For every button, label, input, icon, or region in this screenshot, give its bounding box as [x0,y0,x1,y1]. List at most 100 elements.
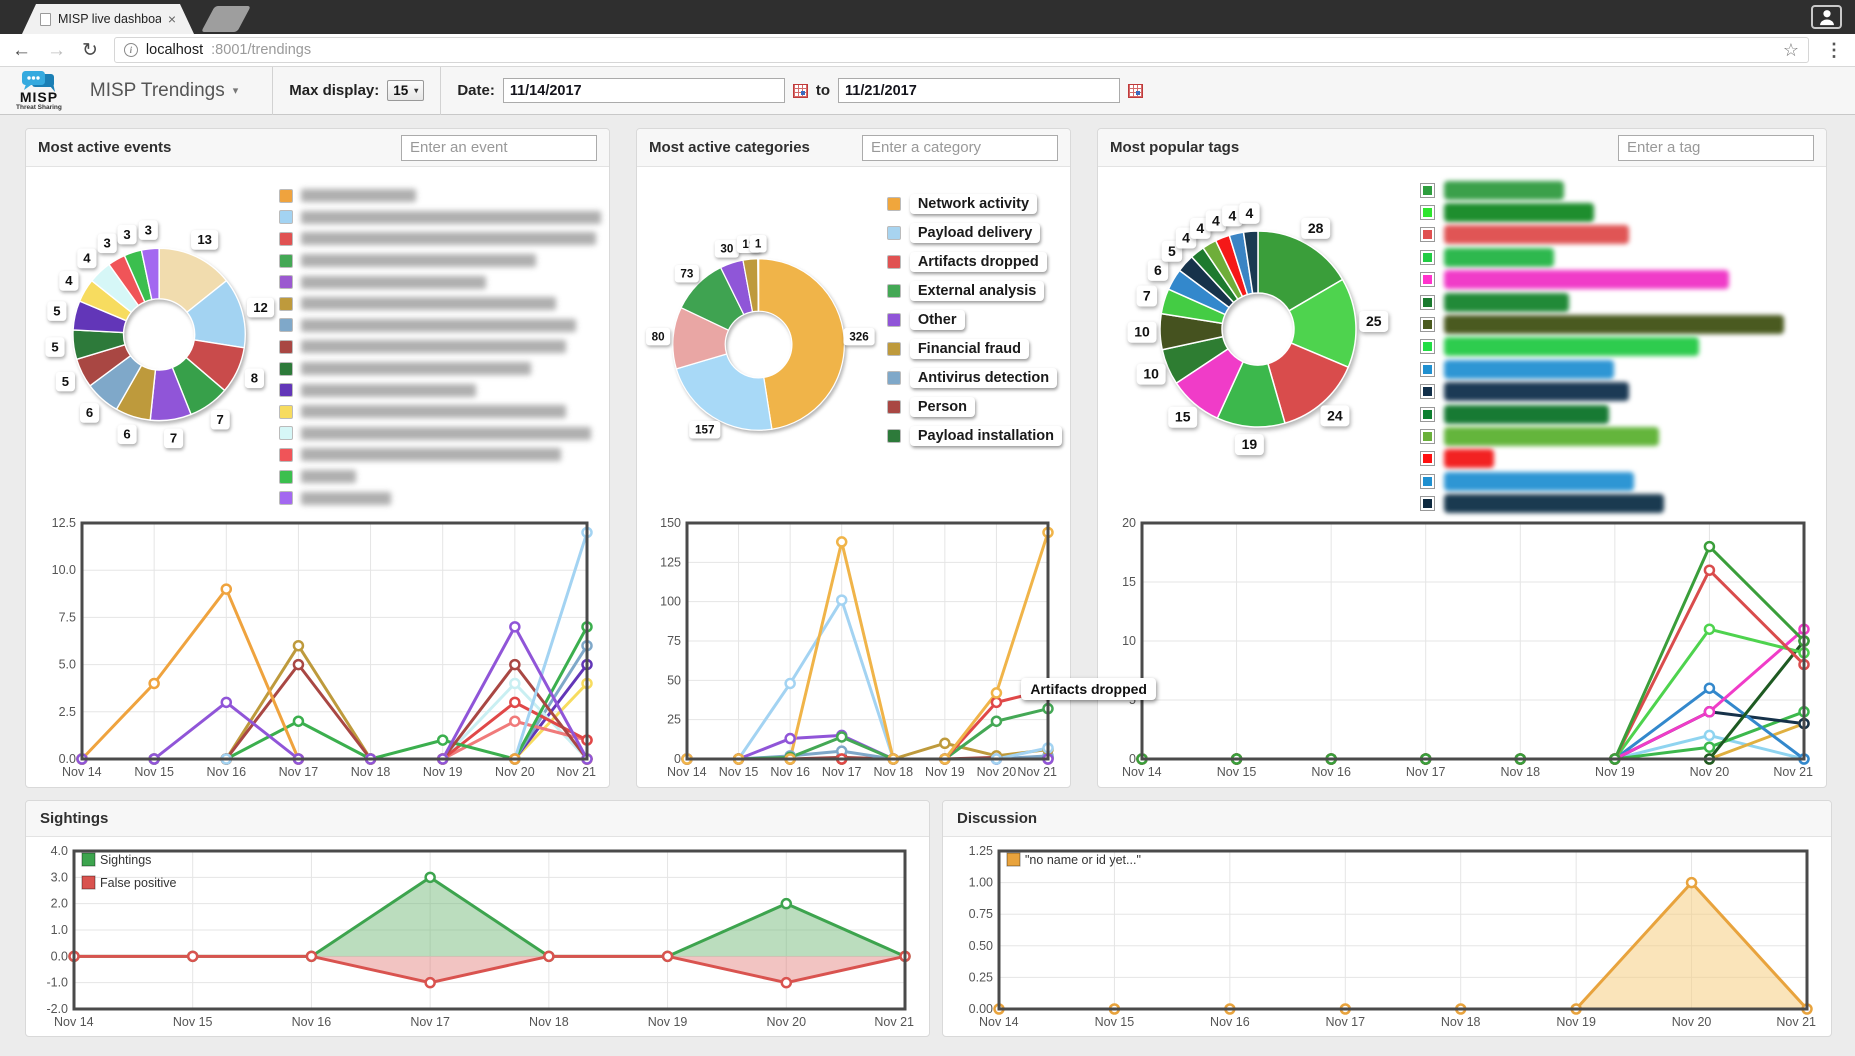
categories-line-chart[interactable]: 0 25 50 75 100 125 150 Nov 14 Nov 15 Nov 16 Nov 17… [647,515,1059,783]
tag-filter-input[interactable] [1618,134,1814,161]
legend-item[interactable]: Network activity [886,189,1062,218]
legend-item[interactable]: Financial fraud [886,334,1062,363]
profile-avatar-button[interactable] [1811,5,1842,29]
legend-item[interactable] [1420,179,1818,201]
url-input[interactable]: i localhost:8001/trendings ☆ [113,37,1809,63]
legend-item[interactable]: External analysis [886,276,1062,305]
legend-label: Person [909,396,975,417]
svg-text:Nov 21: Nov 21 [1773,765,1813,779]
legend-item[interactable] [1420,403,1818,425]
svg-text:Nov 20: Nov 20 [495,765,535,779]
redacted-label [301,254,536,268]
back-icon[interactable]: ← [12,39,31,61]
legend-item[interactable] [279,250,601,272]
legend-item[interactable]: Antivirus detection [886,363,1062,392]
legend-item[interactable] [279,358,601,380]
select-caret-icon: ▾ [414,86,419,95]
legend-item[interactable]: Person [886,392,1062,421]
legend-item[interactable]: Other [886,305,1062,334]
legend-item[interactable]: Payload installation [886,421,1062,450]
svg-text:Nov 14: Nov 14 [62,765,102,779]
bookmark-star-icon[interactable]: ☆ [1782,39,1799,60]
legend-item[interactable] [279,466,601,488]
legend-item[interactable] [279,444,601,466]
svg-text:4: 4 [83,251,91,266]
legend-color-swatch [886,283,901,298]
redacted-tag-pill [1444,203,1594,223]
legend-color-swatch [1420,406,1435,422]
calendar-icon[interactable] [792,83,808,98]
date-from-input[interactable] [502,78,785,103]
legend-item[interactable] [279,228,601,250]
svg-text:7: 7 [170,431,177,446]
reload-icon[interactable]: ↻ [82,39,98,61]
svg-text:4: 4 [1196,220,1204,236]
svg-text:Nov 19: Nov 19 [648,1015,688,1029]
svg-text:5: 5 [1129,693,1136,707]
legend-item[interactable]: Payload delivery [886,218,1062,247]
legend-item[interactable] [1420,492,1818,514]
legend-color-swatch [1420,451,1435,467]
legend-item[interactable] [279,379,601,401]
legend-item[interactable] [1420,269,1818,291]
date-to-input[interactable] [838,78,1120,103]
legend-item[interactable] [279,401,601,423]
events-line-chart[interactable]: 0.0 2.5 5.0 7.5 10.0 12.5 Nov 14 Nov 15 Nov 16 No… [36,515,597,783]
browser-tab[interactable]: MISP live dashboar × [22,4,194,34]
legend-item[interactable] [1420,313,1818,335]
svg-text:2.0: 2.0 [51,897,68,911]
legend-item[interactable] [1420,336,1818,358]
legend-item[interactable] [1420,246,1818,268]
svg-text:Nov 15: Nov 15 [719,765,759,779]
info-icon[interactable]: i [123,43,138,57]
nav-title: MISP Trendings [89,79,225,101]
legend-item[interactable] [1420,291,1818,313]
legend-item[interactable] [279,207,601,229]
tab-close-icon[interactable]: × [167,11,176,27]
svg-text:1.25: 1.25 [969,844,993,858]
browser-menu-icon[interactable]: ⋮ [1825,39,1843,60]
legend-color-swatch [886,428,901,443]
panel-title: Sightings [40,810,109,827]
svg-text:Nov 15: Nov 15 [1095,1015,1135,1029]
legend-item[interactable] [1420,201,1818,223]
legend-item[interactable] [279,185,601,207]
legend-item[interactable] [1420,224,1818,246]
legend-item[interactable] [1420,358,1818,380]
legend-item[interactable] [279,315,601,337]
svg-text:157: 157 [695,423,714,436]
forward-icon[interactable]: → [47,39,66,61]
logo-subtitle: Threat Sharing [16,104,62,112]
panel-discussion: Discussion 0.00 0.25 0.50 0.75 1.00 1.25 Nov 1… [942,800,1832,1037]
legend-color-swatch [279,231,293,246]
legend-item[interactable] [279,336,601,358]
category-filter-input[interactable] [862,134,1058,161]
svg-text:4: 4 [1228,207,1236,223]
legend-item[interactable] [279,423,601,445]
legend-color-swatch [279,275,293,290]
max-display-select[interactable]: 15 ▾ [387,80,425,101]
discussion-chart[interactable]: 0.00 0.25 0.50 0.75 1.00 1.25 Nov 14 Nov 15 Nov … [953,843,1817,1033]
legend-item[interactable] [1420,381,1818,403]
legend-item[interactable] [279,271,601,293]
legend-item[interactable] [279,487,601,509]
svg-text:Nov 14: Nov 14 [1122,765,1162,779]
legend-item[interactable] [1420,470,1818,492]
redacted-tag-pill [1444,337,1699,357]
calendar-icon[interactable] [1128,83,1143,98]
legend-item[interactable] [1420,448,1818,470]
legend-item[interactable] [1420,425,1818,447]
new-tab-button[interactable] [201,6,251,32]
misp-trendings-menu[interactable]: MISP Trendings ▾ [76,80,272,102]
sightings-chart[interactable]: -2.0 -1.0 0.0 1.0 2.0 3.0 4.0 Nov 14 Nov 15 Nov 1… [36,843,915,1033]
legend-color-swatch [886,225,901,240]
svg-text:73: 73 [680,267,693,280]
event-filter-input[interactable] [401,134,597,161]
tags-line-chart[interactable]: 0 5 10 15 20 Nov 14 Nov 15 Nov 16 Nov 17 Nov 18 No… [1108,515,1814,783]
legend-item[interactable]: Artifacts dropped [886,247,1062,276]
misp-logo[interactable]: MISP Threat Sharing [0,69,76,112]
legend-item[interactable] [279,293,601,315]
